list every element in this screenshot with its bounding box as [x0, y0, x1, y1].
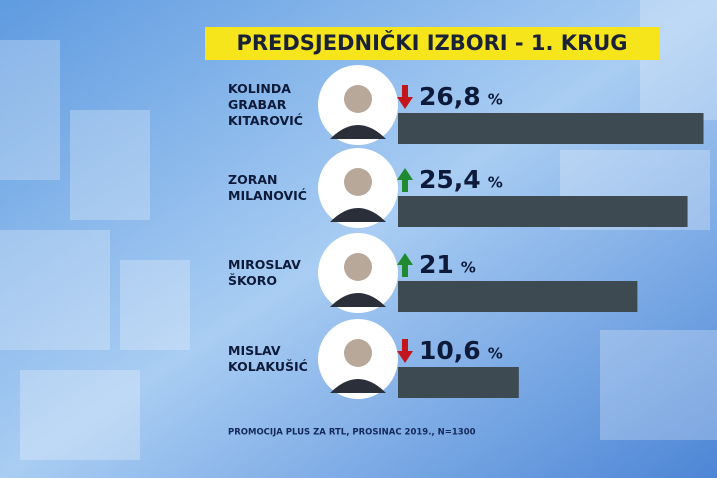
chart-title: PREDSJEDNIČKI IZBORI - 1. KRUG: [236, 30, 627, 55]
candidate-name: KOLINDA GRABAR KITAROVIĆ: [228, 81, 303, 128]
trend-arrow: [397, 85, 413, 109]
source-note: PROMOCIJA PLUS ZA RTL, PROSINAC 2019., N…: [228, 428, 476, 438]
value-unit: %: [488, 345, 503, 363]
name-line: KOLAKUŠIĆ: [228, 359, 308, 374]
value-unit: %: [461, 259, 476, 277]
photo-head: [344, 253, 372, 281]
value-label: 25,4: [419, 165, 481, 194]
name-line: ŠKORO: [228, 273, 277, 288]
name-line: MISLAV: [228, 343, 281, 358]
photo-body: [330, 208, 386, 222]
value-label: 10,6: [419, 336, 481, 365]
trend-arrow: [397, 253, 413, 277]
trend-arrow: [397, 168, 413, 192]
value-unit: %: [488, 91, 503, 109]
candidate-name: MISLAV KOLAKUŠIĆ: [228, 343, 308, 374]
name-line: ZORAN: [228, 172, 277, 187]
photo-head: [344, 168, 372, 196]
bar: [398, 113, 704, 144]
bar: [398, 367, 519, 398]
photo-body: [330, 379, 386, 393]
value-unit: %: [488, 174, 503, 192]
photo-head: [344, 339, 372, 367]
candidate-name: MIROSLAV ŠKORO: [228, 257, 301, 288]
title-box: [205, 27, 660, 60]
value-label: 21: [419, 250, 454, 279]
name-line: MILANOVIĆ: [228, 188, 307, 203]
name-line: MIROSLAV: [228, 257, 301, 272]
candidate-name: ZORAN MILANOVIĆ: [228, 172, 307, 203]
trend-arrow: [397, 339, 413, 363]
name-line: KOLINDA: [228, 81, 291, 96]
photo-head: [344, 85, 372, 113]
photo-body: [330, 293, 386, 307]
photo-body: [330, 125, 386, 139]
name-line: KITAROVIĆ: [228, 113, 303, 128]
name-line: GRABAR: [228, 97, 287, 112]
value-label: 26,8: [419, 82, 481, 111]
bar: [398, 281, 638, 312]
bar: [398, 196, 688, 227]
